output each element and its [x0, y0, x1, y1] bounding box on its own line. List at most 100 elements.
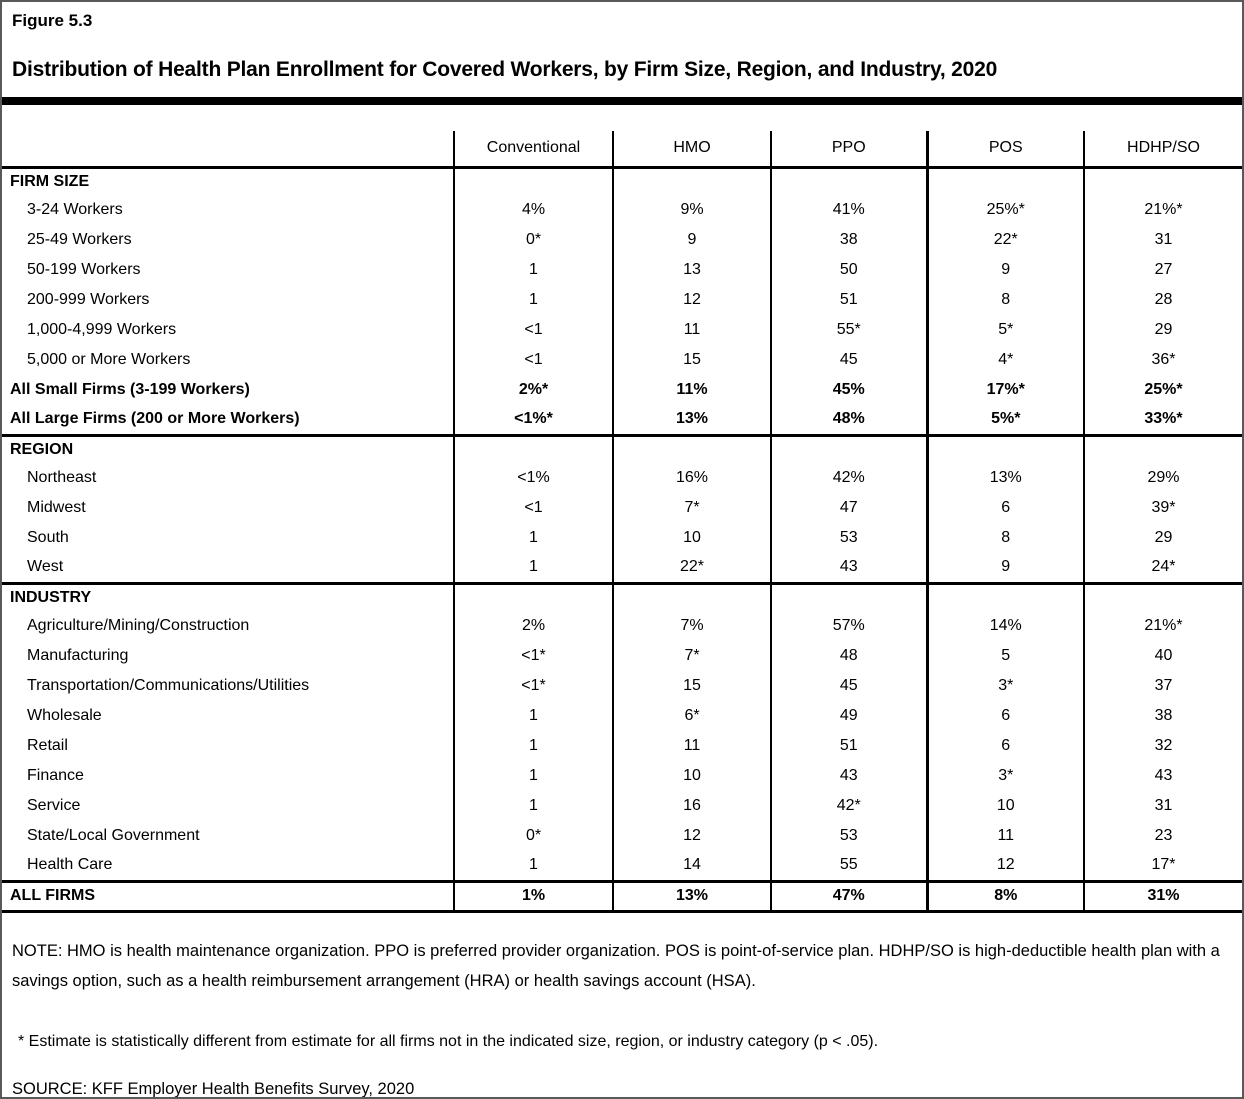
- section-header-label: ALL FIRMS: [2, 879, 454, 911]
- row-label: Midwest: [27, 499, 86, 516]
- value-cell: 6: [925, 701, 1084, 731]
- value-cell: [612, 581, 771, 611]
- row-label: 50-199 Workers: [27, 261, 141, 278]
- table-row: 5,000 or More Workers <1 15 45 4* 36*: [2, 345, 1242, 375]
- value-cell: 57%: [770, 611, 927, 641]
- table-body: FIRM SIZE 3-24 Workers 4% 9% 41% 25%* 21%* 25-4…: [2, 165, 1242, 911]
- value-cell: 1: [453, 255, 613, 285]
- value-cell: 48: [770, 641, 927, 671]
- row-label: All Small Firms (3-199 Workers): [10, 381, 250, 398]
- value-cell: 25%*: [1083, 375, 1242, 405]
- table-row: Finance 1 10 43 3* 43: [2, 761, 1242, 791]
- value-cell: 1: [453, 701, 613, 731]
- title-block: Figure 5.3 Distribution of Health Plan E…: [2, 2, 1242, 82]
- value-cell: 10: [612, 761, 771, 791]
- value-cell: 1: [453, 285, 613, 315]
- value-cell: 12: [925, 851, 1084, 881]
- value-cell: 17*: [1083, 851, 1242, 881]
- section-header-row: FIRM SIZE: [2, 165, 1242, 195]
- value-cell: 38: [770, 225, 927, 255]
- value-cell: 12: [612, 821, 771, 851]
- value-cell: 1%: [453, 879, 613, 911]
- value-cell: 10: [612, 523, 771, 553]
- value-cell: 47: [770, 493, 927, 523]
- value-cell: 11%: [612, 375, 771, 405]
- value-cell: 37: [1083, 671, 1242, 701]
- table-row: 25-49 Workers 0* 9 38 22* 31: [2, 225, 1242, 255]
- value-cell: 7*: [612, 641, 771, 671]
- value-cell: 11: [612, 315, 771, 345]
- value-cell: 24*: [1083, 553, 1242, 583]
- value-cell: 47%: [770, 879, 927, 911]
- table-row: Manufacturing <1* 7* 48 5 40: [2, 641, 1242, 671]
- value-cell: 45: [770, 345, 927, 375]
- value-cell: 27: [1083, 255, 1242, 285]
- title-divider: [2, 97, 1242, 105]
- value-cell: [770, 433, 927, 463]
- value-cell: 9: [612, 225, 771, 255]
- value-cell: [925, 581, 1084, 611]
- value-cell: 48%: [770, 405, 927, 435]
- row-label: Transportation/Communications/Utilities: [27, 677, 310, 694]
- page-title: Distribution of Health Plan Enrollment f…: [12, 58, 998, 81]
- value-cell: 1: [453, 791, 613, 821]
- value-cell: 9: [925, 255, 1084, 285]
- enrollment-table: Conventional HMO PPO POS HDHP/SO FIRM SIZE 3-…: [2, 131, 1242, 913]
- value-cell: <1*: [453, 641, 613, 671]
- value-cell: 23: [1083, 821, 1242, 851]
- section-header-label: REGION: [2, 433, 454, 463]
- value-cell: 49: [770, 701, 927, 731]
- value-cell: 0*: [453, 225, 613, 255]
- value-cell: 42*: [770, 791, 927, 821]
- value-cell: 32: [1083, 731, 1242, 761]
- table-row: 50-199 Workers 1 13 50 9 27: [2, 255, 1242, 285]
- value-cell: [1083, 581, 1242, 611]
- value-cell: 31: [1083, 225, 1242, 255]
- value-cell: 45%: [770, 375, 927, 405]
- plan-column-header: PPO: [770, 131, 927, 169]
- value-cell: 31%: [1083, 879, 1242, 911]
- value-cell: 0*: [453, 821, 613, 851]
- table-row: Agriculture/Mining/Construction 2% 7% 57% 14…: [2, 611, 1242, 641]
- value-cell: 5%*: [925, 405, 1084, 435]
- value-cell: 11: [612, 731, 771, 761]
- value-cell: <1%: [453, 463, 613, 493]
- row-label: 5,000 or More Workers: [27, 351, 191, 368]
- value-cell: 10: [925, 791, 1084, 821]
- value-cell: 7%: [612, 611, 771, 641]
- value-cell: 43: [1083, 761, 1242, 791]
- value-cell: 1: [453, 761, 613, 791]
- section-header-row: ALL FIRMS 1% 13% 47% 8% 31%: [2, 879, 1242, 911]
- value-cell: 3*: [925, 671, 1084, 701]
- value-cell: 13: [612, 255, 771, 285]
- table-row: All Small Firms (3-199 Workers) 2%* 11% 45%…: [2, 375, 1242, 405]
- value-cell: 13%: [925, 463, 1084, 493]
- value-cell: 53: [770, 523, 927, 553]
- table-row: South 1 10 53 8 29: [2, 523, 1242, 553]
- value-cell: 12: [612, 285, 771, 315]
- value-cell: 38: [1083, 701, 1242, 731]
- value-cell: 43: [770, 761, 927, 791]
- row-label: Finance: [27, 767, 84, 784]
- value-cell: 21%*: [1083, 195, 1242, 225]
- value-cell: [770, 581, 927, 611]
- table-row: Retail 1 11 51 6 32: [2, 731, 1242, 761]
- value-cell: 51: [770, 285, 927, 315]
- value-cell: 50: [770, 255, 927, 285]
- row-label: All Large Firms (200 or More Workers): [10, 410, 300, 428]
- value-cell: 41%: [770, 195, 927, 225]
- value-cell: 21%*: [1083, 611, 1242, 641]
- value-cell: 13%: [612, 405, 771, 435]
- value-cell: 6: [925, 731, 1084, 761]
- section-header-label: FIRM SIZE: [2, 165, 454, 195]
- table-row: Midwest <1 7* 47 6 39*: [2, 493, 1242, 523]
- table-row: Transportation/Communications/Utilities <…: [2, 671, 1242, 701]
- row-label: Health Care: [27, 856, 113, 874]
- value-cell: 11: [925, 821, 1084, 851]
- section-header-row: REGION: [2, 433, 1242, 463]
- value-cell: 28: [1083, 285, 1242, 315]
- value-cell: 5: [925, 641, 1084, 671]
- plan-column-header: Conventional: [453, 131, 613, 169]
- value-cell: 51: [770, 731, 927, 761]
- row-label: Retail: [27, 737, 68, 754]
